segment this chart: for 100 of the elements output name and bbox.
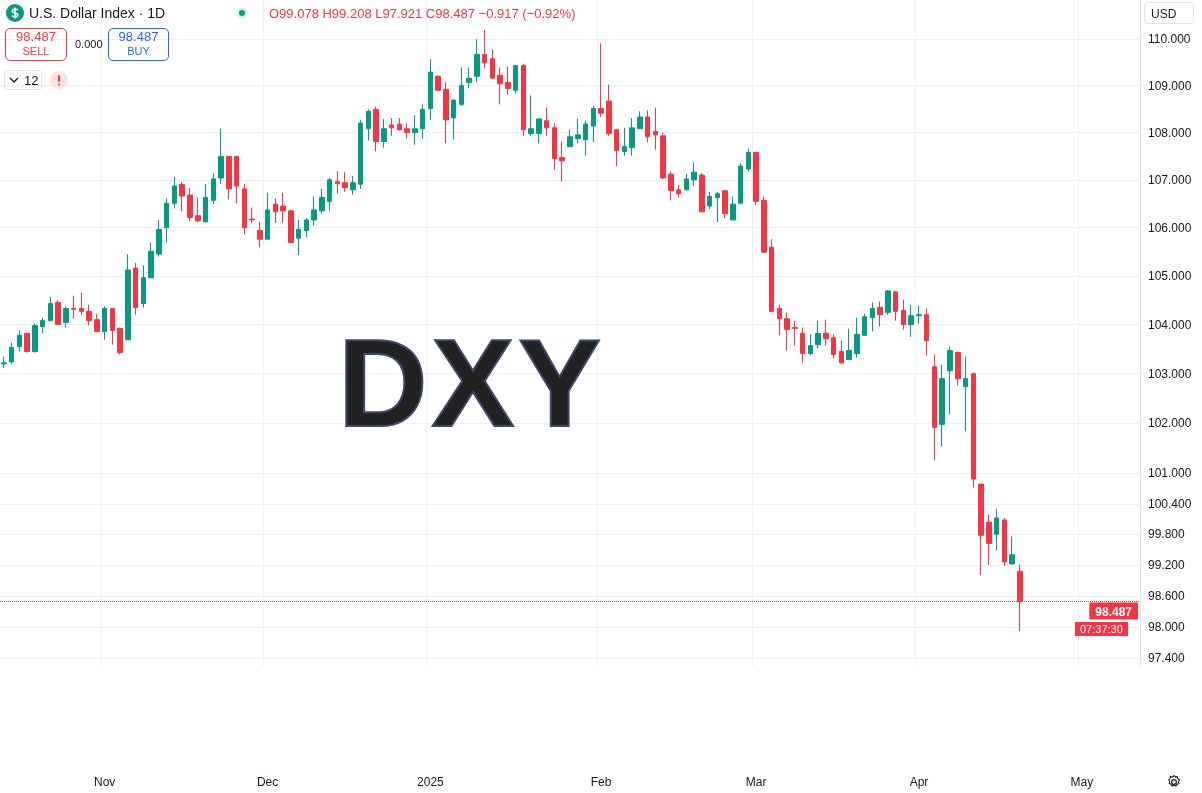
annotation: DXY	[338, 313, 605, 454]
annotation: SELL	[21, 45, 51, 57]
candlestick	[203, 183, 208, 223]
y-tick-label: 99.200	[1148, 557, 1186, 572]
candlestick	[94, 313, 100, 333]
y-tick-label: 98.000	[1148, 619, 1186, 634]
candlestick	[629, 117, 635, 157]
annotation: BUY	[126, 45, 151, 57]
text: USD	[1144, 2, 1194, 24]
candlestick	[366, 109, 371, 142]
candlestick	[784, 311, 790, 352]
candlestick	[63, 305, 69, 328]
y-tick-label: 97.400	[1148, 651, 1186, 666]
candlestick	[102, 305, 107, 341]
candlestick	[195, 196, 201, 223]
candlestick	[908, 304, 914, 338]
annotation: 0.000	[75, 38, 103, 50]
x-tick-label: Mar	[745, 775, 767, 789]
x-tick-label: Feb	[590, 775, 612, 789]
candlestick	[17, 329, 22, 353]
candlestick	[777, 304, 782, 336]
candlestick	[226, 156, 232, 200]
candlestick	[598, 42, 604, 118]
candlestick	[24, 332, 30, 354]
candlestick	[164, 197, 169, 244]
candlestick	[110, 307, 115, 346]
y-tick-label: 101.000	[1148, 466, 1192, 481]
candlestick	[668, 170, 674, 201]
annotation: 98.487	[117, 29, 160, 44]
candlestick	[265, 192, 270, 240]
candlestick	[117, 326, 123, 355]
candlestick	[319, 188, 325, 215]
candlestick	[676, 184, 681, 198]
candlestick	[373, 106, 379, 152]
candlestick	[133, 262, 138, 316]
candlestick	[288, 209, 294, 244]
candlestick	[738, 162, 743, 204]
x-tick-label: Nov	[94, 775, 116, 789]
candlestick	[707, 191, 712, 210]
y-tick-label: 102.000	[1148, 416, 1192, 431]
ref-line-label: 98.487	[1095, 604, 1133, 619]
candlestick	[497, 66, 503, 105]
candlestick	[125, 253, 131, 341]
y-tick-label: 108.000	[1148, 125, 1192, 140]
candlestick	[257, 221, 263, 248]
annotation: 12	[24, 73, 39, 88]
candlestick	[55, 299, 61, 326]
candlestick	[800, 326, 805, 364]
candlestick	[79, 292, 84, 316]
candlestick	[350, 175, 356, 196]
candlestick	[335, 170, 340, 195]
candlestick	[490, 48, 495, 79]
candlestick	[474, 38, 480, 83]
candlestick	[552, 122, 557, 171]
candlestick	[939, 364, 945, 447]
y-tick-label: 105.000	[1148, 268, 1192, 283]
candlestick	[746, 148, 751, 172]
candlestick	[691, 161, 697, 187]
candlestick	[715, 191, 720, 223]
candlestick	[311, 196, 317, 227]
candlestick	[893, 290, 898, 322]
candlestick	[955, 351, 961, 387]
candlestick	[40, 317, 45, 334]
candlestick	[234, 155, 239, 204]
candlestick	[381, 118, 387, 149]
candlestick	[505, 66, 511, 96]
candlestick	[9, 342, 14, 365]
candlestick	[218, 128, 224, 185]
candlestick	[280, 192, 286, 224]
candlestick	[986, 514, 992, 566]
candlestick	[575, 118, 581, 144]
y-tick-label: 107.000	[1148, 172, 1192, 187]
candlestick	[148, 242, 154, 279]
candlestick	[71, 295, 76, 320]
candlestick	[924, 307, 929, 356]
candlestick	[885, 289, 891, 316]
y-tick-label: 99.800	[1148, 527, 1186, 542]
candlestick	[211, 172, 216, 205]
candlestick	[1009, 535, 1015, 565]
candlestick	[559, 140, 565, 183]
candlestick	[397, 117, 402, 132]
candlestick	[249, 207, 255, 224]
candlestick	[1002, 517, 1007, 567]
candlestick	[451, 98, 456, 141]
candlestick	[521, 63, 526, 137]
candlestick	[156, 219, 162, 258]
candlestick	[947, 346, 953, 415]
candlestick	[544, 107, 549, 137]
x-tick-label: May	[1070, 775, 1094, 789]
candlestick	[513, 65, 518, 95]
x-tick-label: Apr	[909, 775, 929, 789]
y-tick-label: 106.000	[1148, 220, 1192, 235]
candlestick	[428, 58, 433, 121]
y-tick-label: 100.400	[1148, 496, 1192, 511]
candlestick	[622, 127, 627, 157]
candlestick	[187, 187, 193, 222]
text: O99.078 H99.208 L97.921 C98.487 −0.917 (−0.92%)	[269, 6, 576, 21]
y-tick-label: 104.000	[1148, 317, 1192, 332]
candlestick	[722, 189, 728, 219]
candlestick	[839, 340, 844, 365]
